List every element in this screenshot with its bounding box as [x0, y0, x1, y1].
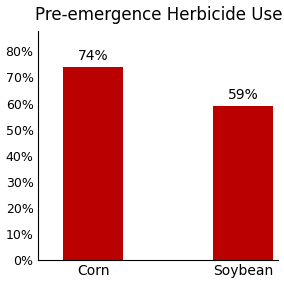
Title: Pre-emergence Herbicide Use: Pre-emergence Herbicide Use [35, 6, 282, 24]
Text: 59%: 59% [228, 88, 259, 102]
Text: 74%: 74% [78, 49, 109, 63]
Bar [214, 106, 273, 260]
Bar [63, 67, 124, 260]
